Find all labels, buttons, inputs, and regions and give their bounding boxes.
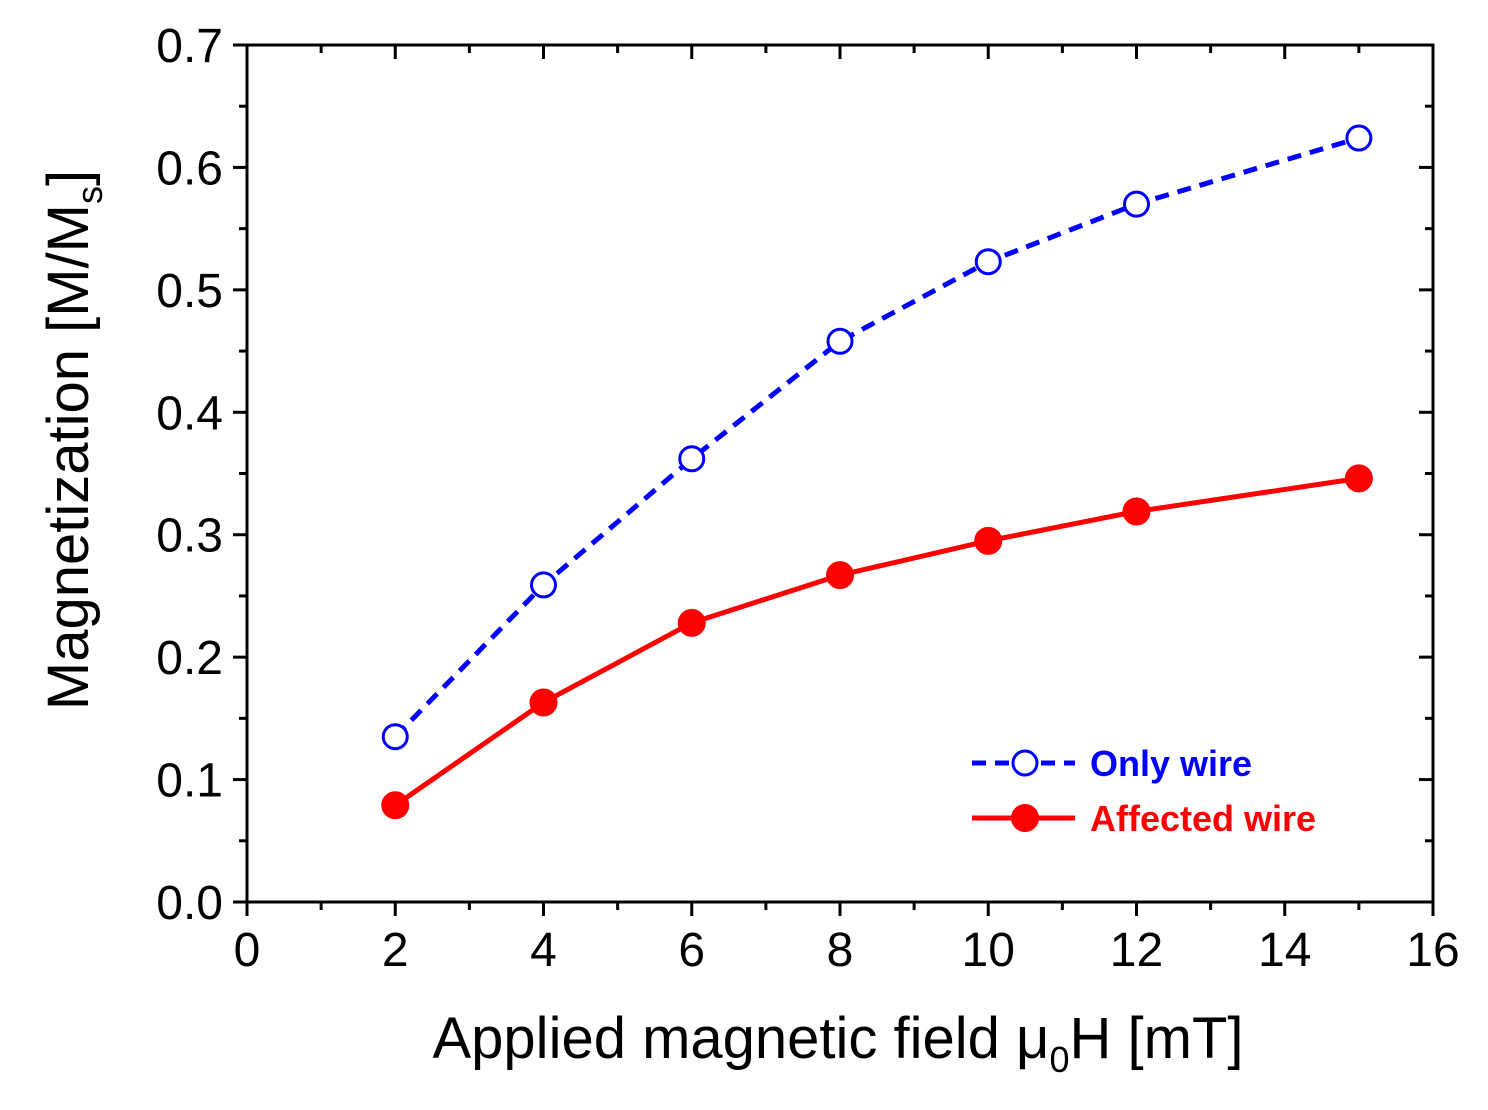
data-point-only-wire — [1123, 190, 1150, 218]
x-tick-label: 4 — [530, 924, 557, 977]
data-point-affected-wire — [677, 608, 706, 637]
x-tick-label: 14 — [1258, 924, 1311, 977]
x-tick-label: 8 — [827, 924, 854, 977]
legend-label-affected-wire: Affected wire — [1090, 798, 1316, 839]
series-layer — [381, 124, 1373, 820]
y-tick-label: 0.7 — [156, 20, 223, 73]
data-point-affected-wire — [529, 688, 558, 717]
tick-labels-layer: 0 2 4 6 8 10 12 14 16 0.0 0.1 0.2 0.3 0.4 0.5 0.6 0.7 — [156, 20, 1459, 977]
legend-marker-affected-wire — [1011, 804, 1039, 832]
x-axis-title: Applied magnetic field μ0H [mT] — [432, 1006, 1243, 1080]
data-point-only-wire — [826, 327, 854, 355]
x-tick-label: 6 — [678, 924, 705, 977]
x-tick-label: 12 — [1110, 924, 1163, 977]
data-point-affected-wire — [1344, 464, 1373, 493]
data-point-affected-wire — [1122, 497, 1151, 526]
y-axis-title: Magnetization [M/Ms] — [36, 170, 110, 710]
x-axis-title-tail: H [mT] — [1070, 1006, 1244, 1071]
legend: Only wire Affected wire — [972, 743, 1316, 839]
x-tick-label: 2 — [382, 924, 409, 977]
ticks-layer — [233, 43, 1435, 916]
data-point-only-wire — [530, 571, 557, 599]
data-point-affected-wire — [381, 791, 410, 820]
legend-marker-only-wire — [1011, 749, 1039, 777]
y-tick-label: 0.4 — [156, 387, 223, 440]
x-axis-title-sub: 0 — [1049, 1039, 1069, 1080]
x-tick-label: 16 — [1406, 924, 1459, 977]
legend-label-only-wire: Only wire — [1090, 743, 1252, 784]
x-tick-label: 0 — [234, 924, 261, 977]
data-point-affected-wire — [826, 561, 854, 590]
y-tick-label: 0.3 — [156, 510, 223, 563]
data-point-only-wire — [678, 445, 706, 473]
y-tick-label: 0.1 — [156, 755, 223, 808]
data-point-only-wire — [381, 723, 409, 751]
data-point-only-wire — [974, 248, 1002, 276]
y-tick-label: 0.2 — [156, 632, 223, 685]
y-tick-label: 0.5 — [156, 265, 223, 318]
x-axis-title-main: Applied magnetic field μ — [432, 1006, 1049, 1071]
y-axis-title-sub: s — [69, 186, 110, 204]
y-tick-label: 0.0 — [156, 877, 223, 930]
y-axis-title-main: Magnetization [M/M — [36, 204, 101, 710]
data-point-affected-wire — [974, 526, 1003, 555]
x-tick-label: 10 — [962, 924, 1015, 977]
data-point-only-wire — [1345, 124, 1373, 152]
y-tick-label: 0.6 — [156, 142, 223, 195]
y-axis-title-tail: ] — [36, 170, 101, 186]
